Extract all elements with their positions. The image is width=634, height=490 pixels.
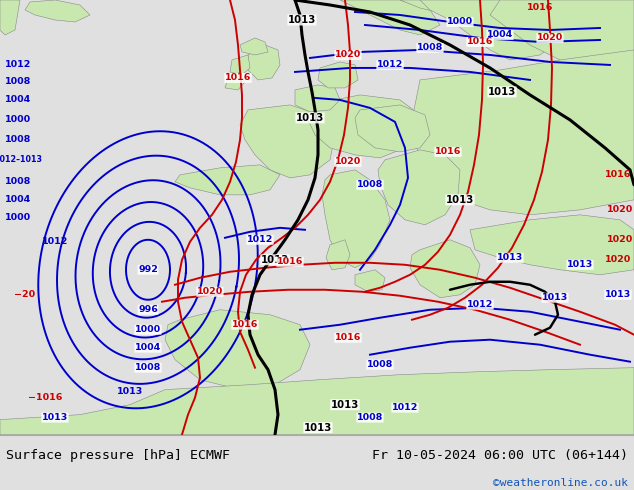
Text: 1020: 1020 — [537, 33, 563, 43]
Text: 1008: 1008 — [417, 44, 443, 52]
Text: 1008: 1008 — [135, 363, 161, 372]
Text: 1013: 1013 — [567, 260, 593, 270]
Polygon shape — [25, 0, 90, 22]
Text: 1013: 1013 — [117, 387, 143, 396]
Text: 1000: 1000 — [447, 18, 473, 26]
Text: 1016: 1016 — [527, 3, 553, 12]
Polygon shape — [165, 310, 310, 390]
Text: Fr 10-05-2024 06:00 UTC (06+144): Fr 10-05-2024 06:00 UTC (06+144) — [372, 449, 628, 462]
Text: Surface pressure [hPa] ECMWF: Surface pressure [hPa] ECMWF — [6, 449, 230, 462]
Text: 1020: 1020 — [605, 255, 631, 264]
Text: 1000: 1000 — [135, 325, 161, 334]
Text: 1012: 1012 — [392, 403, 418, 412]
Text: 1013: 1013 — [605, 290, 631, 299]
Text: 1013: 1013 — [42, 413, 68, 422]
Polygon shape — [355, 105, 430, 152]
Text: 1004: 1004 — [5, 96, 31, 104]
Polygon shape — [0, 0, 20, 35]
Text: 1012: 1012 — [42, 237, 68, 246]
Text: 1004: 1004 — [135, 343, 161, 352]
Polygon shape — [230, 55, 250, 75]
Text: 1020: 1020 — [197, 287, 223, 296]
Text: 992: 992 — [138, 265, 158, 274]
Text: 1008: 1008 — [367, 360, 393, 369]
Text: 1000: 1000 — [5, 116, 31, 124]
Text: 996: 996 — [138, 305, 158, 314]
Text: ©weatheronline.co.uk: ©weatheronline.co.uk — [493, 478, 628, 489]
Text: 1004: 1004 — [487, 30, 513, 40]
Text: 1016: 1016 — [605, 171, 631, 179]
Text: 1020: 1020 — [607, 235, 633, 245]
Text: 1020: 1020 — [335, 50, 361, 59]
Text: 1016: 1016 — [435, 147, 461, 156]
Polygon shape — [490, 0, 634, 80]
Polygon shape — [322, 170, 390, 268]
Polygon shape — [340, 0, 440, 35]
Text: 1013: 1013 — [497, 253, 523, 262]
Text: 1012: 1012 — [247, 235, 273, 245]
Polygon shape — [318, 62, 358, 88]
Polygon shape — [295, 85, 340, 112]
Polygon shape — [470, 215, 634, 275]
Polygon shape — [308, 95, 420, 158]
Text: 1008: 1008 — [357, 413, 383, 422]
Text: 1013: 1013 — [488, 87, 516, 97]
Text: 1000: 1000 — [5, 213, 31, 222]
Polygon shape — [0, 368, 634, 435]
Text: 1008: 1008 — [357, 180, 383, 189]
Text: 1008: 1008 — [5, 77, 31, 86]
Text: 1012: 1012 — [467, 300, 493, 309]
Text: 1012: 1012 — [377, 60, 403, 70]
Text: 1016: 1016 — [277, 257, 303, 266]
Polygon shape — [326, 240, 350, 270]
Text: 1016: 1016 — [335, 333, 361, 342]
Text: 1016: 1016 — [225, 74, 251, 82]
Polygon shape — [355, 270, 385, 292]
Text: 1013: 1013 — [542, 293, 568, 302]
Text: 1013: 1013 — [331, 400, 359, 410]
Text: 1013: 1013 — [261, 255, 289, 265]
Text: 1008: 1008 — [5, 177, 31, 186]
Text: 1013: 1013 — [296, 113, 324, 123]
Polygon shape — [225, 72, 245, 90]
Text: −20: −20 — [15, 290, 36, 299]
Text: 1004: 1004 — [5, 196, 31, 204]
Polygon shape — [240, 105, 335, 178]
Text: 1016: 1016 — [467, 37, 493, 47]
Polygon shape — [175, 165, 280, 195]
Polygon shape — [240, 38, 268, 55]
Polygon shape — [412, 50, 634, 215]
Text: 1008: 1008 — [5, 135, 31, 145]
Polygon shape — [378, 150, 460, 225]
Text: 1012: 1012 — [5, 60, 31, 70]
Polygon shape — [248, 45, 280, 80]
Text: 1020: 1020 — [335, 157, 361, 167]
Polygon shape — [410, 240, 480, 298]
Text: 1013: 1013 — [288, 15, 316, 25]
Text: 1016: 1016 — [232, 320, 258, 329]
Polygon shape — [420, 0, 560, 60]
Text: 1013: 1013 — [446, 195, 474, 205]
Text: −1016: −1016 — [28, 393, 62, 402]
Text: 1013: 1013 — [304, 423, 332, 433]
Polygon shape — [400, 0, 520, 35]
Text: 1020: 1020 — [607, 205, 633, 214]
Text: 1012–1013: 1012–1013 — [0, 155, 42, 164]
